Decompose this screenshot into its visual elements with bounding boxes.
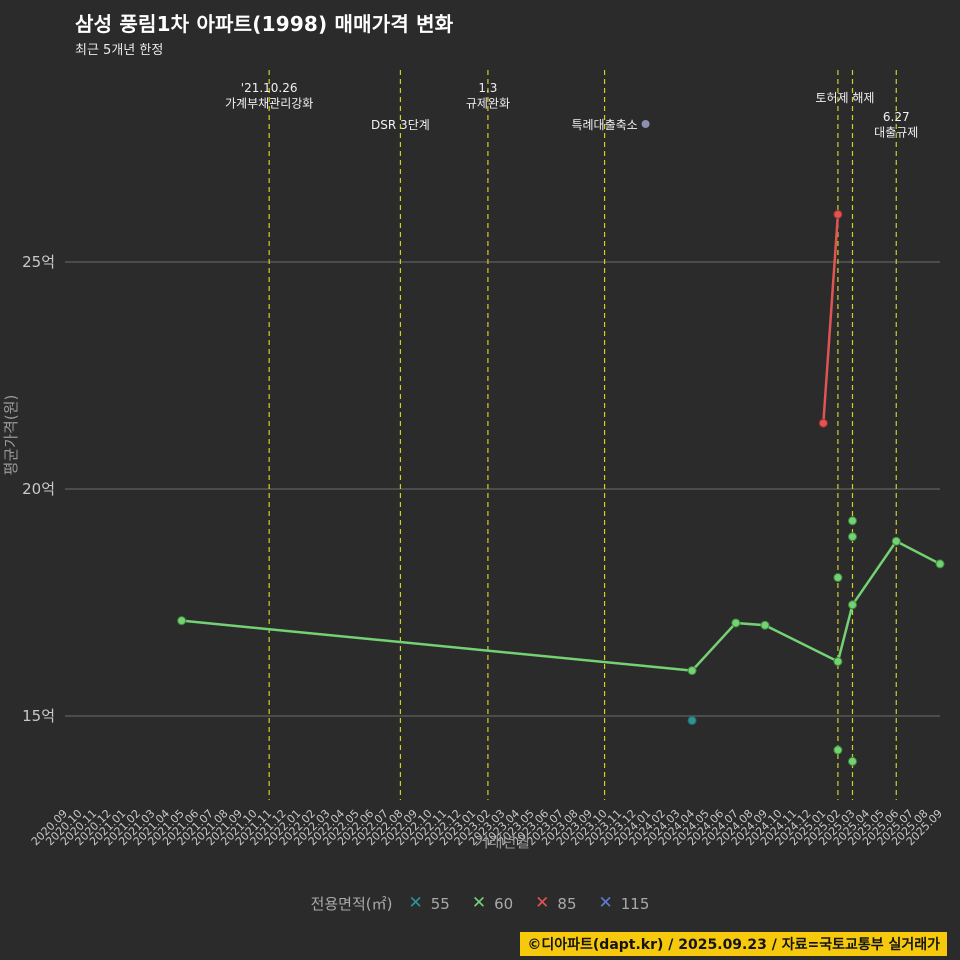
legend-item-115: ✕ 115 — [599, 895, 650, 913]
event-label: DSR 3단계 — [371, 118, 430, 132]
x-axis-title: 거래년월 — [475, 833, 530, 851]
event-label: 6.27 — [883, 110, 910, 124]
legend-item-60: ✕ 60 — [472, 895, 513, 913]
legend-item-label: 85 — [557, 894, 577, 913]
legend-item-label: 55 — [430, 894, 450, 913]
series-line-85 — [822, 214, 840, 424]
series-point-85 — [833, 209, 843, 219]
event-label: 대출규제 — [874, 126, 918, 140]
legend-title: 전용면적(㎡) — [310, 895, 393, 913]
series-point-55 — [687, 716, 697, 726]
series-line-60 — [181, 539, 941, 672]
series-point-60 — [833, 745, 843, 755]
x-marker-icon: ✕ — [408, 893, 423, 913]
chart-subtitle: 최근 5개년 한정 — [75, 43, 164, 58]
y-tick-label: 25억 — [22, 253, 55, 271]
credit-badge: ©디아파트(dapt.kr) / 2025.09.23 / 자료=국토교통부 실… — [520, 932, 947, 956]
event-label: 1.3 — [478, 81, 497, 95]
series-point-60 — [687, 666, 697, 676]
legend-item-label: 60 — [494, 894, 514, 913]
series-point-60 — [848, 756, 857, 766]
series-point-60 — [833, 573, 843, 583]
event-label: 가계부채관리강화 — [225, 97, 313, 111]
series-point-85 — [818, 418, 828, 428]
legend-item-85: ✕ 85 — [535, 895, 576, 913]
series-point-60 — [848, 532, 857, 542]
legend: 전용면적(㎡) ✕ 55 ✕ 60 ✕ 85 ✕ 115 — [0, 893, 960, 914]
series-point-60 — [177, 616, 187, 626]
event-label: 토허제 해제 — [815, 91, 874, 105]
x-marker-icon: ✕ — [471, 893, 487, 913]
event-label: 규제완화 — [466, 97, 510, 111]
y-tick-label: 20억 — [22, 480, 55, 498]
y-tick-label: 15억 — [22, 707, 55, 725]
x-marker-icon: ✕ — [535, 893, 550, 913]
legend-items: ✕ 55 ✕ 60 ✕ 85 ✕ 115 — [408, 895, 649, 913]
x-marker-icon: ✕ — [598, 893, 613, 913]
series-point-60 — [935, 559, 945, 569]
event-label: 특례대출축소 — [571, 118, 637, 132]
event-dot — [641, 120, 650, 128]
series-point-60 — [833, 657, 843, 667]
series-point-60 — [760, 620, 770, 630]
y-axis-title: 평균가격(원) — [2, 395, 20, 476]
legend-item-label: 115 — [620, 894, 650, 913]
event-label: '21.10.26 — [241, 81, 298, 95]
legend-item-55: ✕ 55 — [408, 895, 449, 913]
series-point-60 — [848, 600, 857, 610]
series-point-60 — [891, 536, 901, 546]
chart-title: 삼성 풍림1차 아파트(1998) 매매가격 변화 — [75, 12, 454, 36]
series-point-60 — [731, 618, 741, 628]
series-point-60 — [848, 516, 857, 526]
